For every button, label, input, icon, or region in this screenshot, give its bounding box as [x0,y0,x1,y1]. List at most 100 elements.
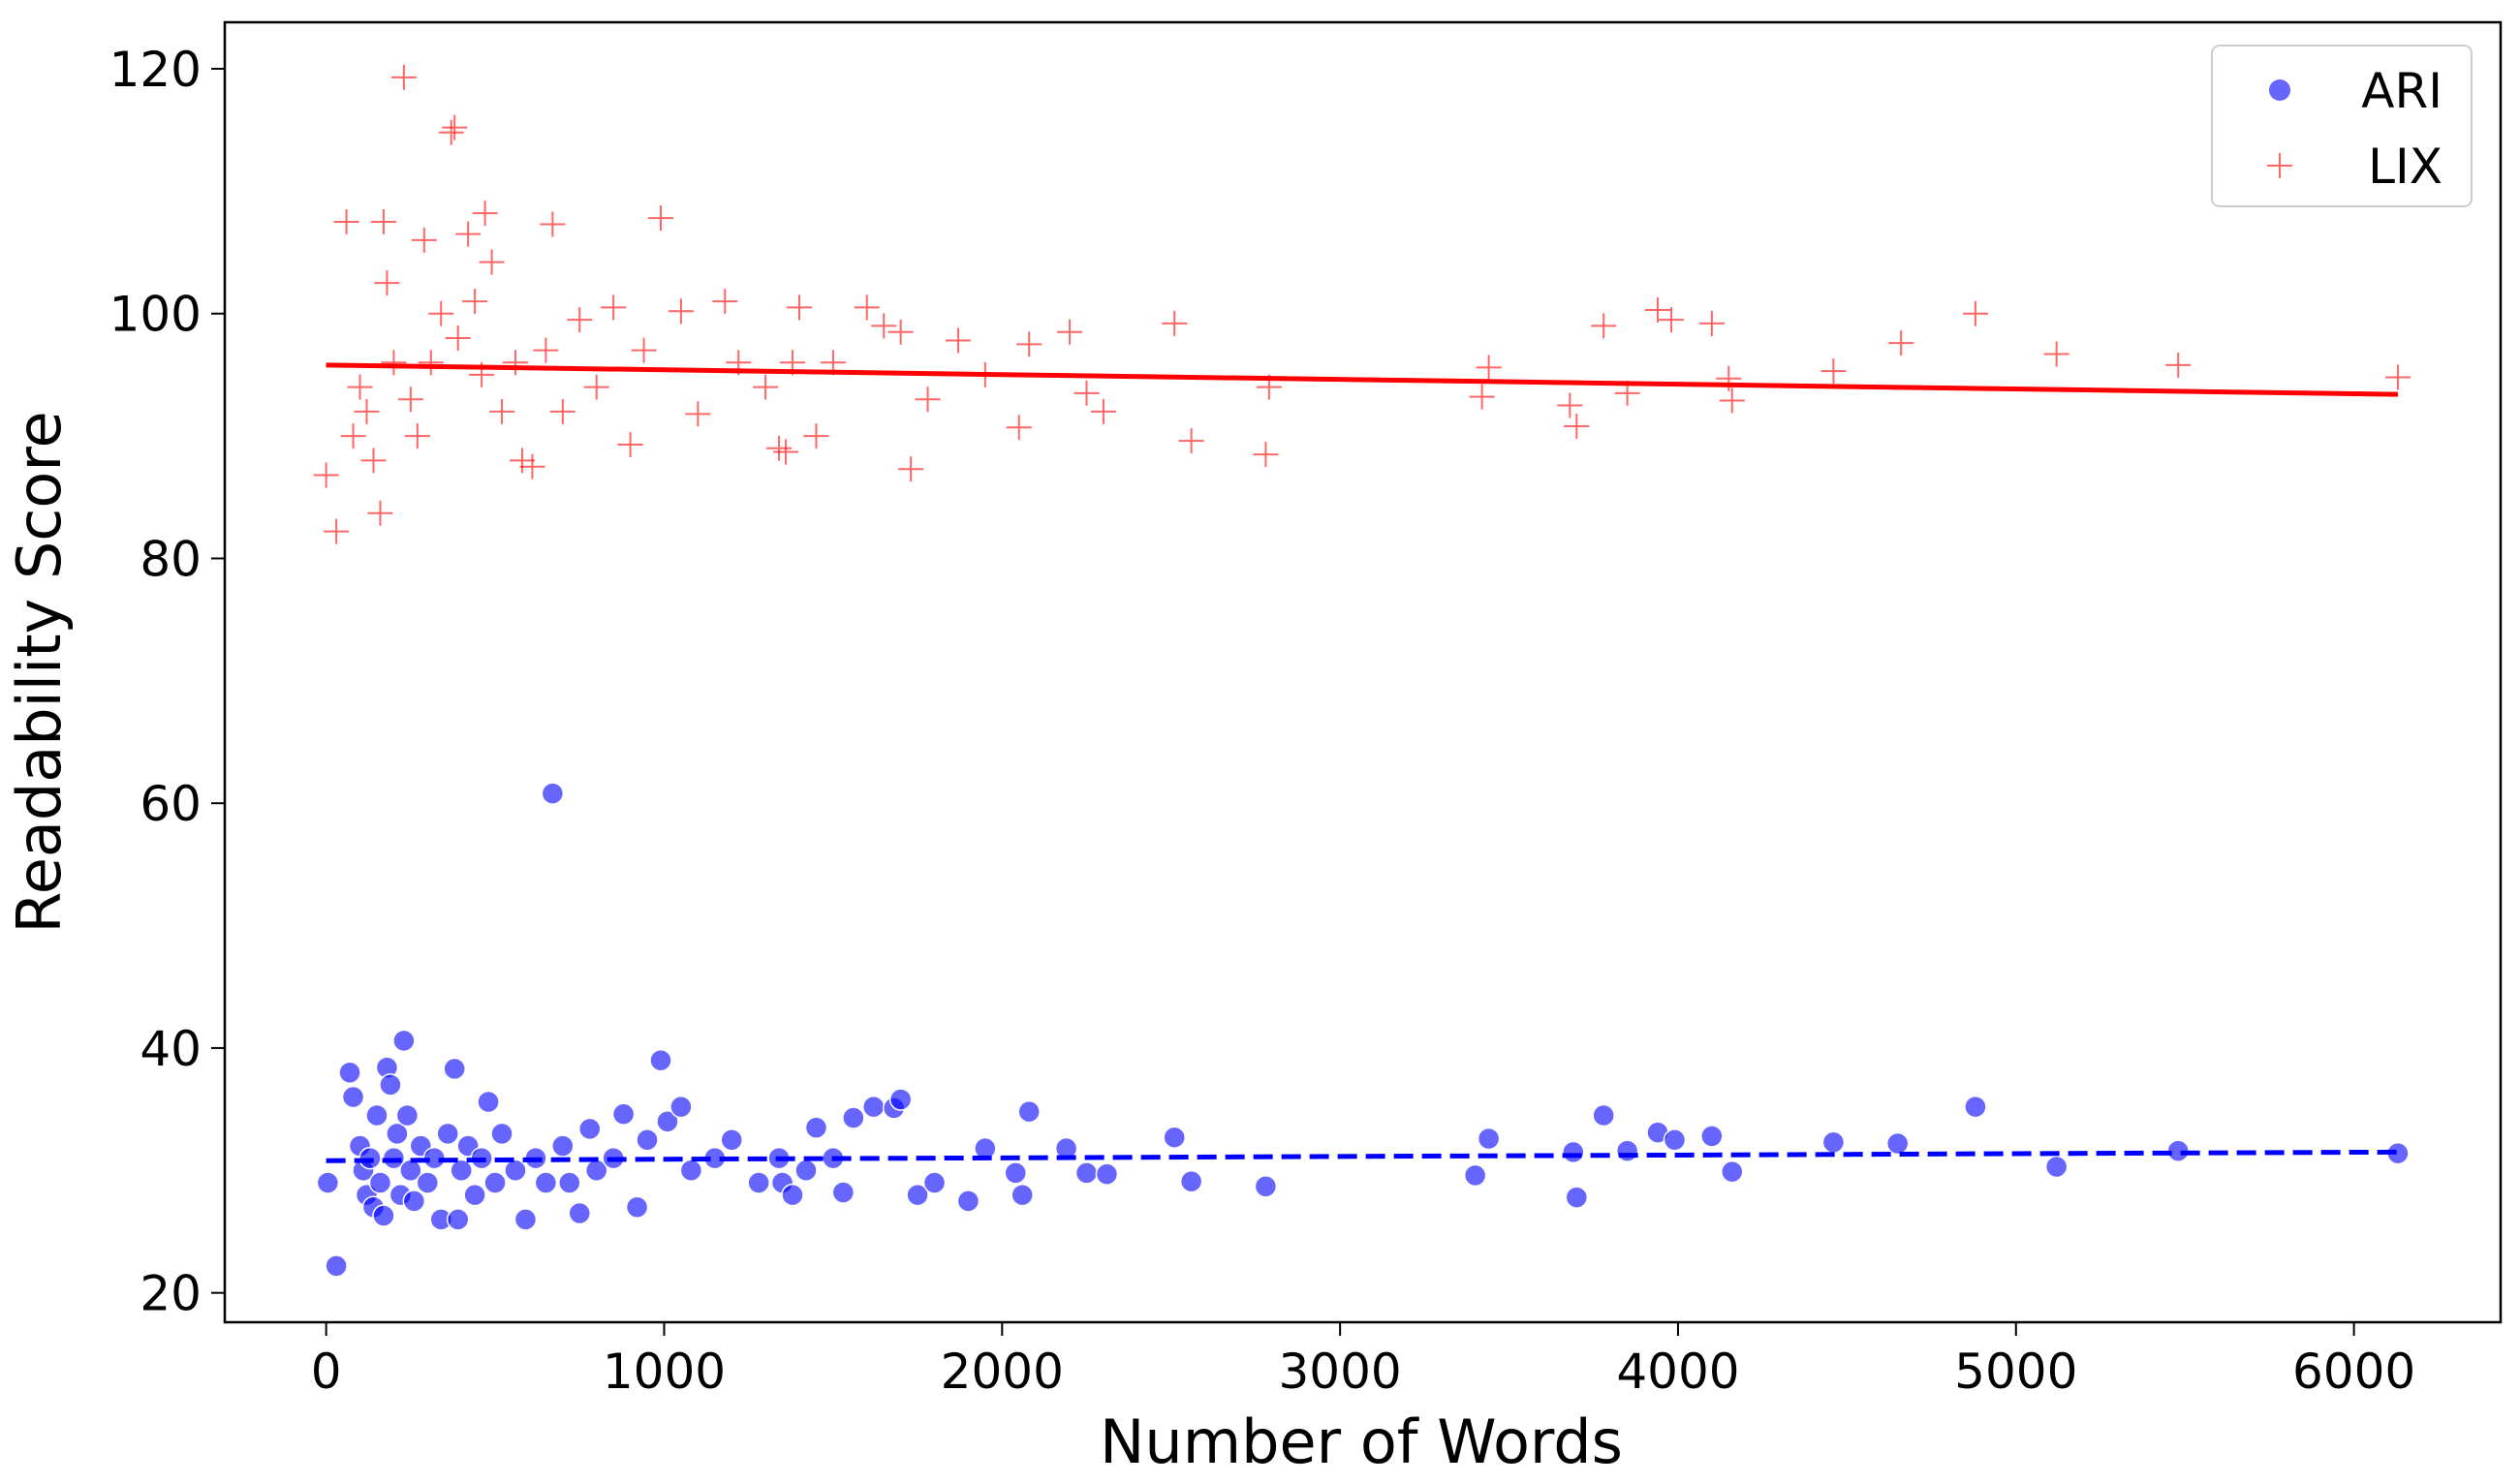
point [854,294,880,321]
point [1004,1161,1028,1185]
point [679,1159,703,1183]
point [898,456,924,482]
point [1095,1162,1119,1186]
point [945,327,971,354]
point [436,1122,459,1146]
point [1645,296,1671,323]
x-tick-label: 5000 [1954,1344,2077,1400]
point [568,1201,592,1225]
point [1964,1095,1987,1119]
y-axis-label: Readability Score [4,411,75,933]
point [395,1103,420,1128]
point [443,1057,466,1081]
point [1888,330,1914,356]
point [483,1171,507,1194]
point [445,325,471,352]
x-tick-label: 4000 [1616,1344,1739,1400]
point [325,1254,348,1278]
point [567,307,593,333]
y-tick-label: 60 [140,776,202,832]
point [1057,319,1083,345]
point [1698,310,1725,336]
point [477,1090,500,1114]
point [1592,1103,1615,1128]
y-tick-label: 100 [109,287,202,343]
point [316,1171,340,1194]
y-tick-label: 120 [109,42,202,98]
point [365,1103,389,1128]
point [747,1171,770,1194]
point [1254,1174,1278,1198]
point [428,300,454,326]
y-tick-label: 20 [140,1266,202,1322]
point [842,1106,865,1129]
point [577,1117,602,1141]
point [1162,310,1188,336]
point [617,431,643,457]
point [504,1159,527,1183]
point [766,435,793,461]
point [368,1171,392,1194]
point [442,114,468,140]
point [2044,1155,2069,1179]
point [583,374,609,400]
x-tick-label: 6000 [2292,1344,2415,1400]
point [636,1128,659,1152]
x-tick-label: 3000 [1279,1344,1402,1400]
point [631,337,657,363]
point [871,313,897,339]
point [381,350,407,376]
point [519,453,545,479]
point [390,64,417,90]
point [1562,1140,1585,1164]
trend-line [326,362,2398,397]
point [1090,398,1116,424]
point [794,1159,818,1183]
point [1885,1131,1910,1156]
point [1557,392,1583,418]
point [340,423,366,449]
point [372,1204,395,1227]
point [1615,1139,1639,1162]
legend-marker [2267,153,2292,178]
point [1469,384,1495,410]
point [1476,355,1502,381]
plot-frame [223,20,2503,1324]
point [804,1116,828,1139]
point [887,319,914,345]
point [2384,364,2411,390]
point [1016,331,1042,357]
point [472,201,498,227]
point [2165,352,2192,378]
point [2043,341,2069,367]
point [1179,1169,1203,1193]
point [446,1208,470,1231]
x-tick-label: 1000 [603,1344,726,1400]
point [888,1088,913,1111]
point [1253,442,1279,468]
point [1564,414,1590,440]
point [1074,1161,1099,1185]
point [386,1122,409,1146]
point [549,398,576,424]
y-tick-label: 40 [140,1021,202,1077]
point [1163,1126,1186,1149]
point [1721,1159,1744,1184]
point [787,294,813,321]
point [831,1181,856,1204]
trend-line [326,1149,2398,1163]
point [397,386,423,413]
point [379,1073,402,1097]
point [347,374,373,400]
point [1017,1099,1041,1124]
point [370,208,396,234]
point [392,1029,416,1053]
point [712,289,738,315]
point [324,518,350,544]
y-tick-label: 80 [140,531,202,587]
point [354,398,380,424]
point [1073,380,1100,406]
point [551,1134,575,1158]
point [1591,313,1617,339]
